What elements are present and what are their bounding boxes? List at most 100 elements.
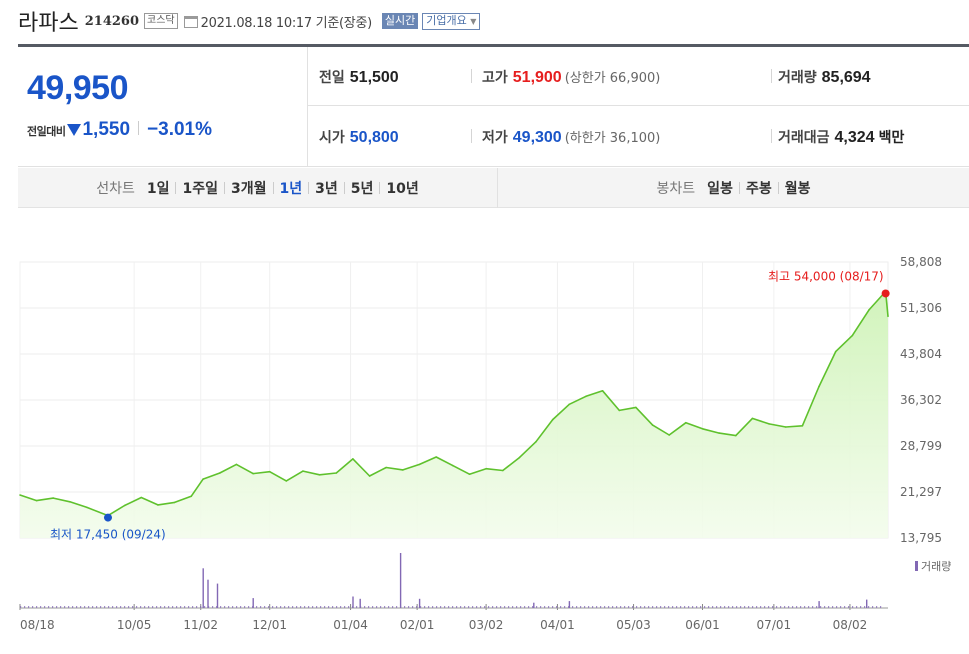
volume-tick xyxy=(592,606,594,608)
volume-tick xyxy=(400,606,402,608)
volume-tick xyxy=(488,606,490,608)
x-tick-label: 06/01 xyxy=(685,618,720,632)
price-point xyxy=(335,472,338,474)
price-point xyxy=(52,497,55,499)
volume-tick xyxy=(80,606,82,608)
divider xyxy=(308,182,310,194)
volume-tick xyxy=(384,606,386,608)
volume-tick xyxy=(376,606,378,608)
market-badge: 코스닥 xyxy=(144,13,178,29)
volume-tick xyxy=(192,606,194,608)
volume-tick xyxy=(24,606,26,608)
price-point xyxy=(751,417,754,420)
volume-tick xyxy=(92,606,94,608)
volume-tick xyxy=(76,606,78,608)
company-overview-button[interactable]: 기업개요 ▼ xyxy=(422,12,481,30)
trade-value-label: 거래대금 xyxy=(778,130,830,146)
change-label: 전일대비 xyxy=(27,125,66,138)
price-point xyxy=(485,467,487,470)
price-point xyxy=(85,506,88,509)
period-tab-6[interactable]: 5년 xyxy=(350,181,374,197)
volume-tick xyxy=(632,606,634,608)
x-tick-label: 01/04 xyxy=(333,618,368,632)
volume-tick xyxy=(252,606,254,608)
volume-tick xyxy=(596,606,598,608)
volume-tick xyxy=(28,606,30,608)
volume-tick xyxy=(648,606,650,608)
price-point xyxy=(551,418,554,421)
volume-tick xyxy=(828,606,830,608)
volume-tick xyxy=(812,606,814,608)
period-tab-3[interactable]: 3개월 xyxy=(231,181,267,197)
volume-tick xyxy=(504,606,506,608)
period-tab-7[interactable]: 10년 xyxy=(386,181,419,197)
volume-tick xyxy=(484,606,486,608)
volume-tick xyxy=(200,606,202,608)
divider xyxy=(343,182,345,194)
volume-tick xyxy=(260,606,262,608)
trade-value-unit: 백만 xyxy=(878,130,905,146)
candle-tab-2[interactable]: 주봉 xyxy=(745,181,772,197)
volume-tick xyxy=(68,606,70,608)
volume-tick xyxy=(776,606,778,608)
x-tick-label: 08/02 xyxy=(833,618,868,632)
volume-tick xyxy=(424,606,426,608)
volume-tick xyxy=(852,606,854,608)
volume-tick xyxy=(272,606,274,608)
realtime-badge[interactable]: 실시간 xyxy=(381,13,419,29)
volume-tick xyxy=(72,606,74,608)
volume-tick xyxy=(408,606,410,608)
price-point xyxy=(768,423,770,425)
volume-tick xyxy=(660,606,662,608)
volume-tick xyxy=(668,606,670,608)
volume-tick xyxy=(572,606,574,608)
volume-tick xyxy=(96,606,98,608)
volume-tick xyxy=(140,606,142,608)
volume-tick xyxy=(164,606,166,608)
period-tab-2[interactable]: 1주일 xyxy=(182,181,218,197)
max-label: 최고 54,000 (08/17) xyxy=(768,269,884,283)
volume-bar xyxy=(866,599,868,608)
prev-close-value: 51,500 xyxy=(349,69,399,86)
volume-tick xyxy=(148,606,150,608)
volume-tick xyxy=(48,606,50,608)
volume-bar xyxy=(216,583,219,608)
volume-tick xyxy=(368,606,370,608)
price-point xyxy=(140,496,143,499)
price-point xyxy=(568,403,571,406)
volume-tick xyxy=(536,606,538,608)
candle-tab-3[interactable]: 월봉 xyxy=(784,181,811,197)
volume-bar xyxy=(399,553,402,608)
volume-tick xyxy=(640,606,642,608)
x-tick-label: 11/02 xyxy=(183,618,218,632)
volume-tick xyxy=(396,606,398,608)
low-value: 49,300 xyxy=(512,129,562,146)
volume-tick xyxy=(500,606,502,608)
price-line xyxy=(19,290,889,517)
volume-tick xyxy=(800,606,802,608)
volume-tick xyxy=(788,606,790,608)
volume-tick xyxy=(740,606,742,608)
period-tab-4[interactable]: 1년 xyxy=(279,181,303,197)
volume-tick xyxy=(712,606,714,608)
divider xyxy=(471,69,472,83)
volume-tick xyxy=(160,606,162,608)
volume-tick xyxy=(816,606,818,608)
divider xyxy=(224,182,225,194)
price-point xyxy=(252,472,254,475)
volume-tick xyxy=(284,606,286,608)
volume-legend-label: 거래량 xyxy=(921,560,951,573)
volume-tick xyxy=(844,606,846,608)
volume-tick xyxy=(692,606,694,608)
price-box: 49,950 전일대비 1,550 −3.01% xyxy=(18,47,308,167)
price-point xyxy=(69,501,71,503)
volume-tick xyxy=(860,606,862,608)
period-tab-5[interactable]: 3년 xyxy=(315,181,338,197)
volume-tick xyxy=(760,606,762,608)
company-overview-label: 기업개요 xyxy=(426,13,467,27)
volume-tick xyxy=(732,606,734,608)
volume-tick xyxy=(112,606,114,608)
period-tab-1[interactable]: 1일 xyxy=(146,181,170,197)
candle-tab-1[interactable]: 일봉 xyxy=(707,181,733,197)
min-marker xyxy=(103,513,112,522)
